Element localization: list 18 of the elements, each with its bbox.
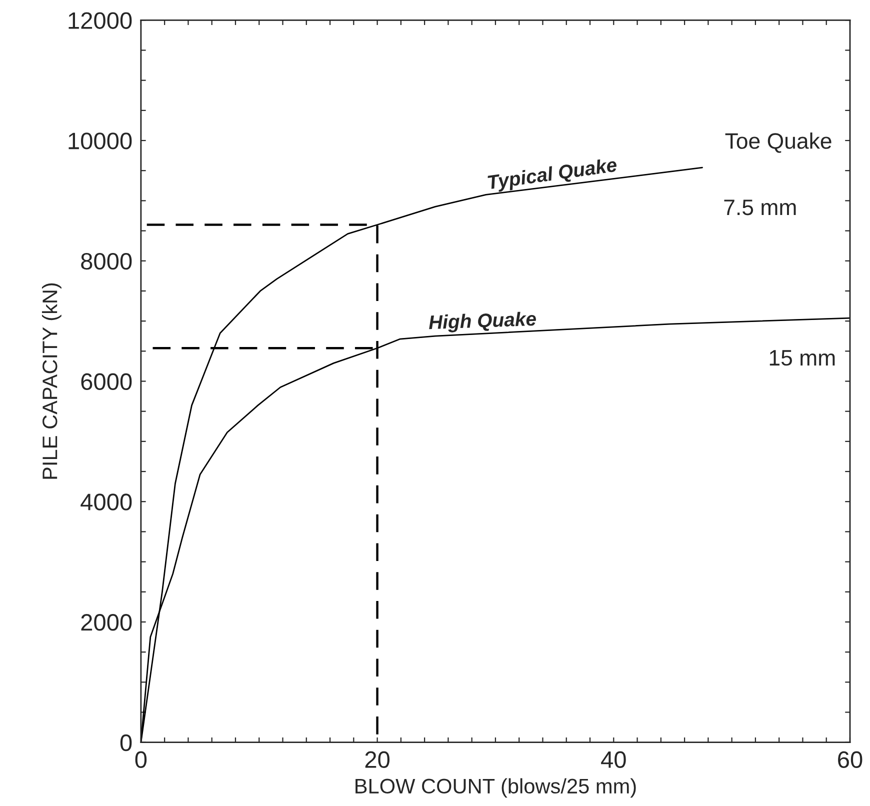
y-tick-label: 4000 (80, 494, 132, 510)
y-tick-label: 12000 (68, 12, 132, 29)
x-axis-title: BLOW COUNT (blows/25 mm) (356, 778, 636, 798)
y-axis-title: PILE CAPACITY (kN) (42, 283, 62, 479)
annotation: Typical Quake (487, 157, 618, 194)
annotation: 15 mm (770, 350, 835, 366)
annotation: High Quake (428, 311, 536, 334)
y-tick-label: 0 (120, 734, 132, 752)
y-tick-label: 10000 (68, 132, 132, 150)
annotation: Toe Quake (725, 132, 832, 153)
x-tick-label: 0 (135, 751, 147, 768)
y-tick-label: 8000 (81, 252, 132, 270)
y-tick-label: 2000 (81, 614, 132, 631)
x-tick-label: 60 (838, 751, 862, 768)
annotation: 7.5 mm (724, 200, 796, 216)
x-tick-label: 40 (601, 751, 626, 768)
x-tick-label: 20 (365, 751, 390, 768)
y-tick-label: 6000 (81, 373, 132, 390)
